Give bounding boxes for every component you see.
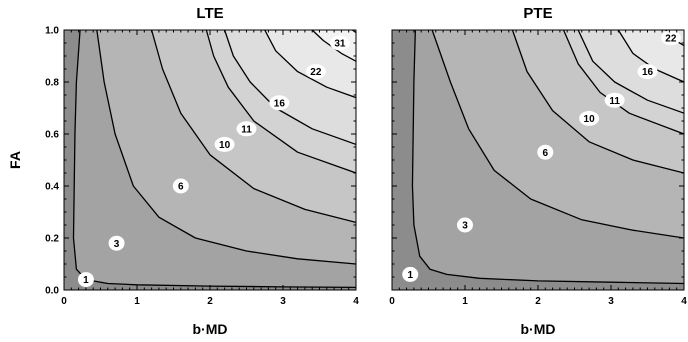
contour-label-text: 6	[543, 148, 549, 159]
contour-line-16	[264, 30, 356, 99]
plot-area	[392, 30, 684, 290]
y-tick-label: 0.0	[45, 286, 59, 297]
x-axis-label: b·MD	[193, 321, 228, 337]
contour-label-bg	[214, 136, 235, 152]
contour-label-11: 11	[236, 121, 257, 137]
panel-title: LTE	[196, 5, 223, 22]
contour-label-22: 22	[660, 30, 681, 46]
contour-label-text: 3	[462, 221, 468, 232]
contour-label-bg	[637, 64, 658, 80]
x-tick-label: 4	[353, 296, 359, 307]
contour-label-3: 3	[108, 235, 125, 251]
contour-label-text: 10	[219, 140, 231, 151]
contour-line-11	[223, 30, 356, 146]
contour-line-1	[411, 30, 684, 285]
contour-label-bg	[77, 272, 94, 288]
contour-label-bg	[329, 35, 350, 51]
x-tick-label: 3	[608, 296, 614, 307]
contour-label-text: 22	[310, 67, 322, 78]
x-tick-label: 2	[207, 296, 213, 307]
contour-label-bg	[604, 92, 625, 108]
contour-label-16: 16	[269, 95, 290, 111]
contour-label-bg	[537, 144, 554, 160]
contour-label-1: 1	[402, 266, 419, 282]
contour-label-text: 16	[642, 67, 654, 78]
contour-label-text: 6	[178, 182, 184, 193]
contour-label-text: 11	[241, 124, 252, 135]
x-tick-label: 1	[134, 296, 140, 307]
contour-label-text: 31	[334, 39, 346, 50]
y-tick-label: 0.2	[45, 234, 59, 245]
x-axis-label: b·MD	[521, 321, 556, 337]
x-tick-label: 4	[681, 296, 687, 307]
contour-label-bg	[305, 64, 326, 80]
contour-label-bg	[236, 121, 257, 137]
contour-label-6: 6	[172, 178, 189, 194]
contour-line-11	[577, 30, 684, 114]
contour-line-16	[617, 30, 684, 83]
contour-label-text: 22	[665, 33, 677, 44]
x-tick-label: 0	[61, 296, 67, 307]
panel-title: PTE	[523, 5, 552, 22]
contour-label-22: 22	[305, 64, 326, 80]
contour-label-text: 3	[114, 239, 120, 250]
contour-label-text: 10	[584, 114, 596, 125]
panel-lte: 1 3 6 10 11 16 22 31 0 1 2 3 4 0.0 0.2 0.4 0.6 0.8 1.0 LTE b…	[7, 5, 359, 337]
y-tick-label: 0.4	[45, 182, 59, 193]
contour-line-3	[431, 30, 684, 239]
x-tick-label: 3	[280, 296, 286, 307]
x-tick-label: 2	[535, 296, 541, 307]
contour-line-3	[96, 30, 356, 265]
contour-label-3: 3	[457, 217, 473, 233]
contour-label-6: 6	[537, 144, 554, 160]
contour-label-text: 11	[609, 96, 620, 107]
contour-label-10: 10	[214, 136, 235, 152]
contour-label-text: 1	[83, 275, 89, 286]
contour-label-text: 1	[407, 270, 413, 281]
contour-label-31: 31	[329, 35, 350, 51]
y-tick-label: 0.8	[45, 78, 59, 89]
contour-label-text: 16	[274, 98, 286, 109]
contour-label-bg	[402, 266, 419, 282]
contour-label-1: 1	[77, 272, 94, 288]
contour-label-bg	[172, 178, 189, 194]
contour-line-6	[511, 30, 684, 174]
x-tick-label: 0	[389, 296, 395, 307]
panel-pte: 1 3 6 10 11 16 22 0 1 2 3 4 PTE b·MD	[389, 5, 687, 337]
contour-label-10: 10	[579, 110, 600, 126]
contour-label-bg	[579, 110, 600, 126]
contour-line-10	[562, 30, 684, 135]
contour-label-16: 16	[637, 64, 658, 80]
contour-line-10	[205, 30, 356, 174]
y-tick-label: 1.0	[45, 26, 59, 37]
contour-label-11: 11	[604, 92, 625, 108]
x-tick-label: 1	[462, 296, 468, 307]
contour-label-bg	[660, 30, 681, 46]
contour-label-bg	[457, 217, 473, 233]
contour-label-bg	[269, 95, 290, 111]
contour-label-bg	[108, 235, 125, 251]
contour-line-6	[150, 30, 356, 224]
y-axis-label: FA	[7, 151, 23, 169]
y-tick-label: 0.6	[45, 130, 59, 141]
